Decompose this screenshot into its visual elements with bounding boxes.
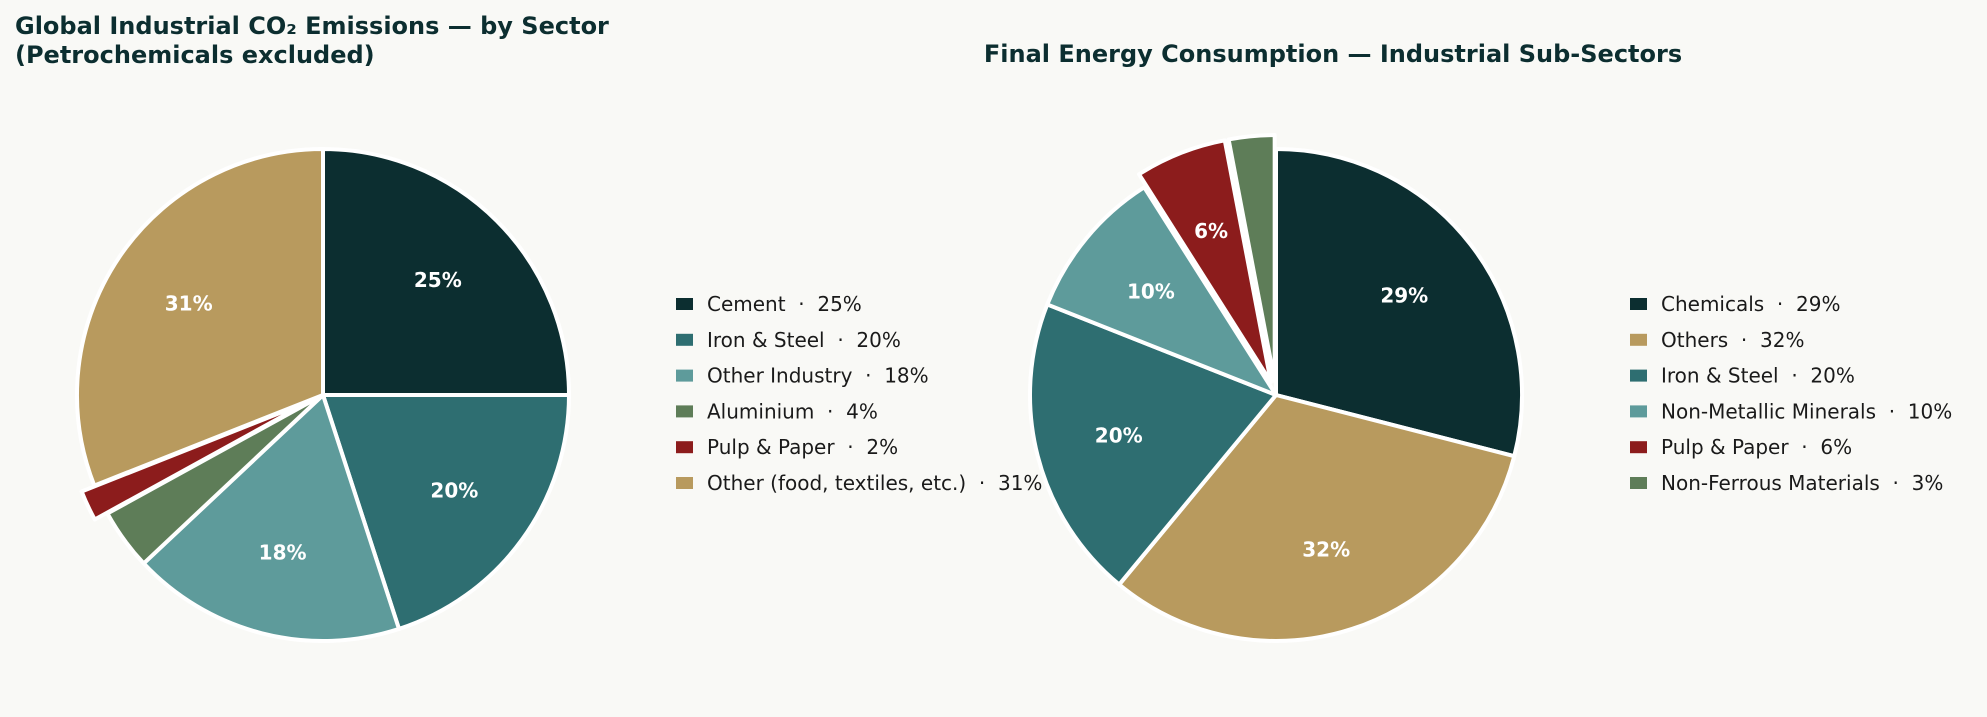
pie-slice-others (1117, 393, 1517, 643)
legend-label: Non-Ferrous Materials · 3% (1661, 471, 1943, 495)
pie-slice-pulp-paper (79, 398, 313, 522)
slice-label: 32% (1302, 537, 1350, 561)
legend-swatch (676, 477, 693, 489)
legend-swatch (676, 405, 693, 418)
legend-item: Pulp & Paper · 6% (1630, 435, 1852, 459)
legend-label: Iron & Steel · 20% (707, 328, 901, 352)
pie-slice-iron-steel (1028, 302, 1278, 587)
slice-label: 20% (430, 478, 478, 502)
legend-swatch (676, 298, 693, 310)
legend-label: Pulp & Paper · 6% (1661, 435, 1852, 459)
pie-slice-chemicals (1274, 147, 1524, 459)
legend-label: Cement · 25% (707, 292, 862, 316)
legend-swatch (1630, 298, 1647, 310)
legend-swatch (676, 369, 693, 382)
legend-label: Other Industry · 18% (707, 364, 929, 388)
pie-slice-iron-steel (321, 393, 571, 631)
chart-title-line: Global Industrial CO₂ Emissions — by Sec… (15, 12, 609, 40)
legend-item: Other (food, textiles, etc.) · 31% (676, 471, 1042, 495)
legend-label: Pulp & Paper · 2% (707, 435, 898, 459)
legend-item: Aluminium · 4% (676, 399, 878, 423)
pie-slice-other-food-textiles-etc (75, 147, 325, 488)
legend-label: Iron & Steel · 20% (1661, 364, 1855, 388)
pie-slice-non-ferrous-materials (1226, 133, 1277, 384)
chart-co2-by-sector: Global Industrial CO₂ Emissions — by Sec… (15, 12, 1042, 643)
slice-label: 25% (414, 268, 462, 292)
pie-slice-cement (321, 147, 571, 397)
chart-title-line: Final Energy Consumption — Industrial Su… (984, 40, 1682, 68)
legend-swatch (1630, 441, 1647, 454)
legend-item: Iron & Steel · 20% (676, 328, 901, 352)
slice-label: 29% (1380, 283, 1428, 307)
slice-label: 6% (1194, 219, 1228, 243)
slice-label: 10% (1127, 280, 1175, 304)
pie-slice-other-industry (141, 393, 402, 643)
chart-energy-by-subsector: Final Energy Consumption — Industrial Su… (984, 40, 1952, 643)
legend-label: Other (food, textiles, etc.) · 31% (707, 471, 1042, 495)
legend-swatch (1630, 369, 1647, 382)
chart-title-line: (Petrochemicals excluded) (15, 41, 375, 69)
legend-swatch (676, 333, 693, 346)
chart-title: Global Industrial CO₂ Emissions — by Sec… (15, 12, 609, 69)
legend-item: Cement · 25% (676, 292, 862, 316)
legend-label: Aluminium · 4% (707, 399, 878, 423)
slice-label: 31% (165, 292, 213, 316)
slice-label: 18% (259, 540, 307, 564)
legend-item: Chemicals · 29% (1630, 292, 1840, 316)
chart-title: Final Energy Consumption — Industrial Su… (984, 40, 1682, 68)
legend-swatch (1630, 477, 1647, 489)
pie-slice-pulp-paper (1137, 138, 1273, 384)
legend-swatch (1630, 333, 1647, 346)
pie-slice-non-metallic-minerals (1045, 185, 1278, 397)
legend-label: Chemicals · 29% (1661, 292, 1840, 316)
legend-item: Others · 32% (1630, 328, 1804, 352)
legend-item: Non-Metallic Minerals · 10% (1630, 399, 1952, 423)
legend-item: Non-Ferrous Materials · 3% (1630, 471, 1943, 495)
legend-item: Other Industry · 18% (676, 364, 929, 388)
slice-label: 20% (1095, 423, 1143, 447)
legend-item: Iron & Steel · 20% (1630, 364, 1855, 388)
legend-swatch (676, 441, 693, 454)
legend-label: Non-Metallic Minerals · 10% (1661, 399, 1952, 423)
legend-swatch (1630, 405, 1647, 418)
legend-item: Pulp & Paper · 2% (676, 435, 898, 459)
legend-label: Others · 32% (1661, 328, 1804, 352)
